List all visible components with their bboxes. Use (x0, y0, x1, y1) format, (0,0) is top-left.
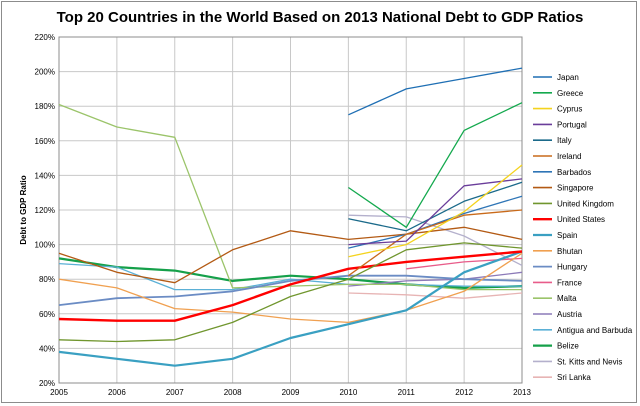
x-tick-label: 2008 (224, 388, 242, 397)
y-tick-label: 180% (35, 102, 55, 111)
x-tick-label: 2011 (398, 388, 416, 397)
series-line-united-kingdom (58, 242, 523, 343)
legend-label: Singapore (557, 184, 594, 193)
legend-label: Greece (557, 89, 584, 98)
legend-label: Japan (557, 73, 579, 82)
y-tick-label: 60% (39, 310, 55, 319)
series-line-sri-lanka (348, 292, 523, 299)
y-tick-label: 40% (39, 344, 55, 353)
legend-label: St. Kitts and Nevis (557, 357, 622, 366)
y-tick-label: 80% (39, 275, 55, 284)
legend-label: Barbados (557, 168, 591, 177)
y-axis-label: Debt to GDP Ratio (19, 175, 28, 244)
gridlines (58, 36, 523, 384)
legend-label: Sri Lanka (557, 373, 591, 382)
x-tick-label: 2010 (339, 388, 357, 397)
y-tick-label: 120% (35, 206, 55, 215)
y-tick-label: 20% (39, 379, 55, 388)
legend-label: Antigua and Barbuda (557, 326, 633, 335)
series-line-italy (348, 181, 523, 232)
series-line-cyprus (348, 164, 523, 258)
series-line-malta (58, 103, 522, 291)
series-lines (58, 67, 523, 367)
legend-label: Bhutan (557, 247, 582, 256)
series-line-portugal (348, 178, 523, 246)
series-line-st-kitts-and-nevis (348, 214, 523, 266)
series-line-singapore (58, 226, 523, 284)
x-tick-label: 2005 (50, 388, 68, 397)
series-line-ireland (348, 209, 523, 277)
legend-label: United Kingdom (557, 199, 614, 208)
legend-label: Ireland (557, 152, 581, 161)
series-line-spain (58, 250, 523, 367)
legend-label: Belize (557, 342, 579, 351)
y-tick-label: 160% (35, 137, 55, 146)
series-line-barbados (348, 195, 523, 249)
axes: 20% 40% 60% 80% 100% 120% 140% 160% 180% 200% 220%… (35, 33, 532, 397)
legend-label: Cyprus (557, 105, 582, 114)
legend-label: Austria (557, 310, 582, 319)
series-line-united-states (58, 250, 523, 322)
series-line-hungary (58, 274, 523, 306)
x-tick-label: 2007 (166, 388, 184, 397)
legend-label: United States (557, 215, 605, 224)
series-line-bhutan (58, 252, 523, 324)
x-tick-label: 2013 (513, 388, 531, 397)
legend-label: France (557, 278, 582, 287)
legend-label: Hungary (557, 263, 587, 272)
legend: Japan Greece Cyprus Portugal Italy Ireland Bar… (533, 73, 633, 382)
series-line-greece (348, 102, 523, 228)
legend-label: Italy (557, 136, 572, 145)
series-line-austria (348, 271, 523, 287)
legend-label: Spain (557, 231, 577, 240)
y-tick-label: 220% (35, 33, 55, 42)
series-line-japan (348, 67, 523, 116)
series-line-belize (58, 257, 523, 289)
x-tick-label: 2009 (282, 388, 300, 397)
y-tick-label: 140% (35, 171, 55, 180)
y-tick-label: 200% (35, 68, 55, 77)
y-tick-label: 100% (35, 241, 55, 250)
legend-label: Portugal (557, 120, 587, 129)
legend-label: Malta (557, 294, 577, 303)
chart-title: Top 20 Countries in the World Based on 2… (57, 9, 584, 26)
x-tick-label: 2006 (108, 388, 126, 397)
x-tick-label: 2012 (455, 388, 473, 397)
